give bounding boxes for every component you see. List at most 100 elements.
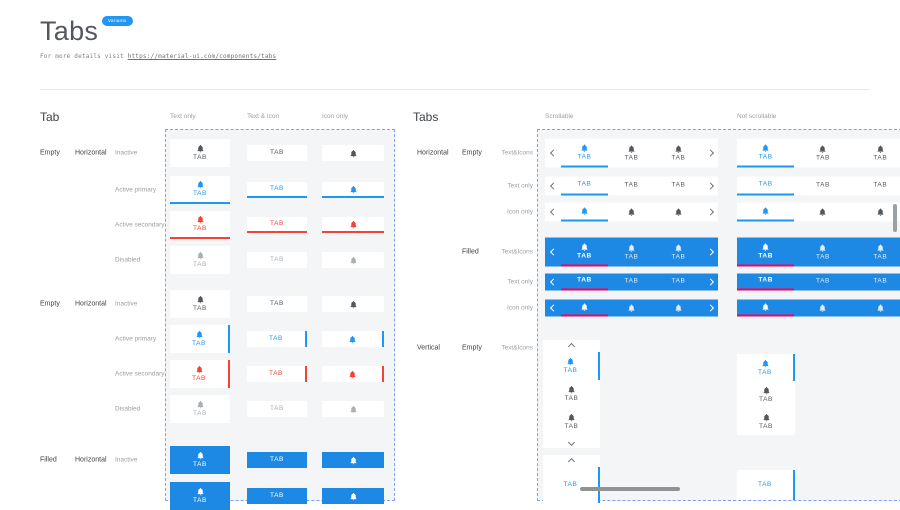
tab-text[interactable]: TAB (247, 366, 307, 382)
tab-text-icon[interactable]: TAB (170, 395, 230, 423)
tab-icon[interactable] (322, 401, 384, 417)
bell-icon (761, 143, 770, 152)
bell-icon (196, 251, 205, 260)
tab-text[interactable]: TAB (247, 452, 307, 468)
tab-active[interactable]: TAB (561, 274, 608, 291)
tab-text[interactable]: TAB (247, 296, 307, 312)
tab-active[interactable]: TAB (561, 238, 608, 267)
tab-icon[interactable] (322, 488, 384, 504)
chevron-right-icon (706, 208, 714, 216)
scroll-right-button[interactable] (702, 139, 718, 168)
tab[interactable] (655, 203, 702, 222)
tab-active[interactable]: TAB (543, 467, 600, 503)
tab[interactable]: TAB (794, 177, 851, 196)
scroll-right-button[interactable] (702, 300, 718, 317)
tab-active[interactable]: TAB (737, 470, 795, 500)
scroll-left-button[interactable] (545, 274, 561, 291)
tab-icon[interactable] (322, 145, 384, 161)
tab-text[interactable]: TAB (247, 331, 307, 347)
tab[interactable]: TAB (655, 238, 702, 267)
vertical-scrollbar[interactable] (893, 204, 897, 232)
tab[interactable]: TAB (794, 238, 851, 267)
tab[interactable]: TAB (655, 139, 702, 168)
scroll-up-button[interactable] (543, 340, 600, 352)
scroll-left-button[interactable] (545, 139, 561, 168)
tab-text-icon[interactable]: TAB (170, 246, 230, 274)
tab-active[interactable]: TAB (561, 177, 608, 196)
tab[interactable]: TAB (852, 274, 900, 291)
tab-text[interactable]: TAB (247, 401, 307, 417)
scroll-down-button[interactable] (543, 436, 600, 448)
tab[interactable]: TAB (852, 177, 900, 196)
tab[interactable]: TAB (608, 238, 655, 267)
tab-active[interactable]: TAB (737, 139, 795, 168)
tab-text[interactable]: TAB (247, 182, 307, 198)
tab-active[interactable] (561, 203, 608, 222)
tab-text-icon[interactable]: TAB (170, 360, 230, 388)
state-label: Disabled (115, 405, 141, 413)
tab-active[interactable]: TAB (737, 354, 795, 381)
tab-icon[interactable] (322, 252, 384, 268)
tab[interactable]: TAB (794, 274, 851, 291)
tab-text-icon[interactable]: TAB (170, 139, 230, 167)
tab-label: TAB (816, 253, 830, 261)
tab-text-icon[interactable]: TAB (170, 482, 230, 510)
tab[interactable]: TAB (655, 177, 702, 196)
tab-text-icon[interactable]: TAB (170, 176, 230, 204)
tab-active[interactable]: TAB (737, 274, 795, 291)
scroll-left-button[interactable] (545, 300, 561, 317)
tab-text-icon[interactable]: TAB (170, 446, 230, 474)
tab-icon[interactable] (322, 296, 384, 312)
tab[interactable]: TAB (852, 139, 900, 168)
tab[interactable]: TAB (655, 274, 702, 291)
tab-active[interactable]: TAB (561, 139, 608, 168)
tab-icon[interactable] (322, 182, 384, 198)
tab-text-icon[interactable]: TAB (170, 211, 230, 239)
tab[interactable] (794, 300, 851, 317)
tab[interactable]: TAB (608, 139, 655, 168)
scroll-left-button[interactable] (545, 177, 561, 196)
tab-active[interactable]: TAB (737, 177, 795, 196)
tab-icon[interactable] (322, 452, 384, 468)
chevron-left-icon (549, 149, 557, 157)
tab-active[interactable] (561, 300, 608, 317)
tab-text[interactable]: TAB (247, 488, 307, 504)
tab[interactable]: TAB (608, 177, 655, 196)
scroll-left-button[interactable] (545, 238, 561, 267)
tab-active[interactable] (737, 300, 795, 317)
tab-text-icon[interactable]: TAB (170, 325, 230, 353)
tab-active[interactable] (737, 203, 795, 222)
tab-icon[interactable] (322, 366, 384, 382)
tab[interactable]: TAB (794, 139, 851, 168)
scroll-right-button[interactable] (702, 274, 718, 291)
tab[interactable] (655, 300, 702, 317)
tab-active[interactable]: TAB (737, 238, 795, 267)
tab-active[interactable]: TAB (543, 352, 600, 380)
tab-text[interactable]: TAB (247, 252, 307, 268)
tab[interactable]: TAB (543, 380, 600, 408)
tab-text[interactable]: TAB (247, 145, 307, 161)
scroll-left-button[interactable] (545, 203, 561, 222)
tab-icon[interactable] (322, 331, 384, 347)
tab-icon[interactable] (322, 217, 384, 233)
tab[interactable] (794, 203, 851, 222)
tab[interactable]: TAB (737, 381, 795, 408)
scroll-right-button[interactable] (702, 203, 718, 222)
subtitle: For more details visit https://material-… (40, 53, 276, 60)
orientation-label: Horizontal (75, 456, 107, 464)
tab[interactable]: TAB (543, 408, 600, 436)
tab[interactable] (608, 203, 655, 222)
tab[interactable]: TAB (608, 274, 655, 291)
tab-text[interactable]: TAB (247, 217, 307, 233)
docs-link[interactable]: https://material-ui.com/components/tabs (127, 53, 277, 60)
scroll-up-button[interactable] (543, 455, 600, 467)
tab[interactable] (852, 300, 900, 317)
tab[interactable]: TAB (852, 238, 900, 267)
horizontal-scrollbar[interactable] (580, 487, 680, 491)
scroll-right-button[interactable] (702, 177, 718, 196)
bell-icon (567, 413, 576, 422)
scroll-right-button[interactable] (702, 238, 718, 267)
tab[interactable]: TAB (737, 408, 795, 435)
tab-text-icon[interactable]: TAB (170, 290, 230, 318)
tab[interactable] (608, 300, 655, 317)
